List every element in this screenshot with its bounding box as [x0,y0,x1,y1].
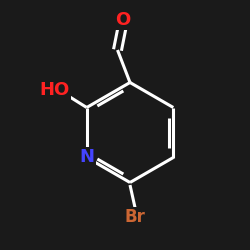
Text: N: N [79,148,94,166]
Text: HO: HO [39,81,69,99]
Text: O: O [115,11,130,29]
Text: Br: Br [124,208,146,226]
